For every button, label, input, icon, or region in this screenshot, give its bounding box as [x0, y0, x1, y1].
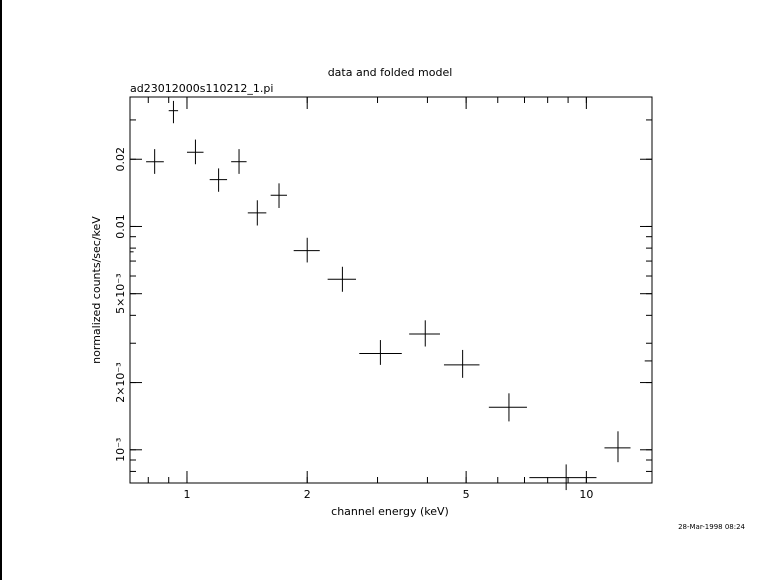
data-point — [327, 266, 357, 292]
y-tick-label: 10⁻³ — [114, 438, 127, 462]
plot-axes: 1 2 5 10 10⁻³ 2×10⁻³ 5×10⁻³ 0.01 0.02 — [114, 96, 653, 501]
data-point — [409, 320, 440, 347]
data-point — [129, 237, 134, 266]
plot-frame — [129, 96, 653, 484]
data-point — [488, 393, 527, 422]
data-point — [529, 464, 597, 491]
chart-subtitle: ad23012000s110212_1.pi — [130, 82, 273, 95]
x-tick-label: 2 — [304, 488, 311, 501]
x-tick-label: 5 — [463, 488, 470, 501]
data-point — [168, 100, 179, 124]
data-point — [359, 340, 402, 365]
y-axis-label: normalized counts/sec/keV — [90, 216, 103, 364]
timestamp: 28-Mar-1998 08:24 — [678, 523, 745, 531]
x-axis-label: channel energy (keV) — [331, 505, 449, 518]
data-points — [129, 100, 653, 491]
data-point — [293, 237, 320, 263]
data-point — [247, 200, 267, 226]
data-point — [231, 149, 247, 174]
y-tick-label: 2×10⁻³ — [114, 362, 127, 402]
data-point — [209, 168, 228, 192]
y-tick-label: 5×10⁻³ — [114, 273, 127, 313]
chart-title: data and folded model — [328, 66, 453, 79]
window-left-edge — [0, 0, 2, 580]
y-tick-label: 0.02 — [114, 147, 127, 172]
data-point — [604, 431, 631, 463]
data-point — [186, 139, 204, 165]
data-point — [443, 349, 480, 378]
x-tick-label: 10 — [579, 488, 593, 501]
data-point — [146, 149, 164, 174]
y-tick-label: 0.01 — [114, 214, 127, 239]
x-tick-label: 1 — [183, 488, 190, 501]
data-point — [644, 346, 653, 374]
data-point — [270, 183, 287, 208]
